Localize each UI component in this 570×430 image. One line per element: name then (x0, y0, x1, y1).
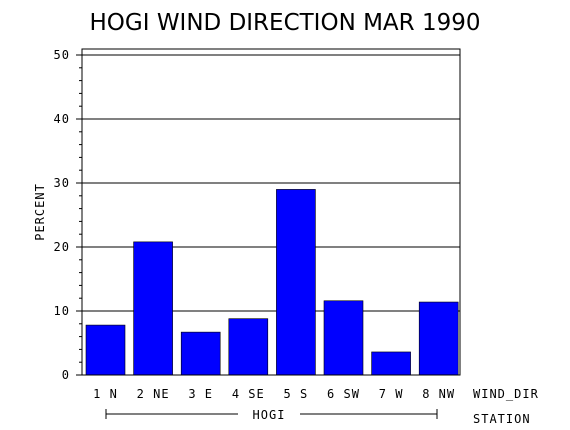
y-tick-label: 30 (54, 176, 70, 190)
y-tick-label: 50 (54, 48, 70, 62)
bar-3 (180, 331, 221, 376)
station-axis-label: STATION (473, 412, 531, 426)
bar-4 (228, 318, 269, 376)
bar-8 (418, 301, 459, 376)
y-tick-label: 40 (54, 112, 70, 126)
category-label: 6 SW (327, 387, 360, 401)
y-axis-ticks: 0 10 20 30 40 50 (54, 48, 82, 382)
y-tick-label: 20 (54, 240, 70, 254)
category-label: 4 SE (232, 387, 265, 401)
bar-6 (323, 300, 364, 376)
bar-2 (133, 241, 173, 376)
y-tick-label: 10 (54, 304, 70, 318)
x-axis-label: WIND_DIR (473, 387, 539, 401)
bar-5 (276, 189, 316, 376)
station-group-label: HOGI (253, 408, 286, 422)
chart-title: HOGI WIND DIRECTION MAR 1990 (90, 10, 481, 36)
bar-7 (371, 351, 411, 376)
bar-1 (85, 324, 126, 376)
plot-frame (81, 48, 461, 376)
category-label: 3 E (188, 387, 213, 401)
category-labels: 1 N 2 NE 3 E 4 SE 5 S 6 SW 7 W 8 NW (93, 387, 455, 401)
category-label: 1 N (93, 387, 118, 401)
station-bracket: HOGI (105, 408, 438, 422)
category-label: 5 S (284, 387, 309, 401)
category-label: 7 W (379, 387, 404, 401)
category-label: 8 NW (422, 387, 455, 401)
bars (85, 189, 459, 376)
y-tick-label: 0 (62, 368, 70, 382)
y-axis-label: PERCENT (33, 183, 47, 241)
category-label: 2 NE (137, 387, 170, 401)
